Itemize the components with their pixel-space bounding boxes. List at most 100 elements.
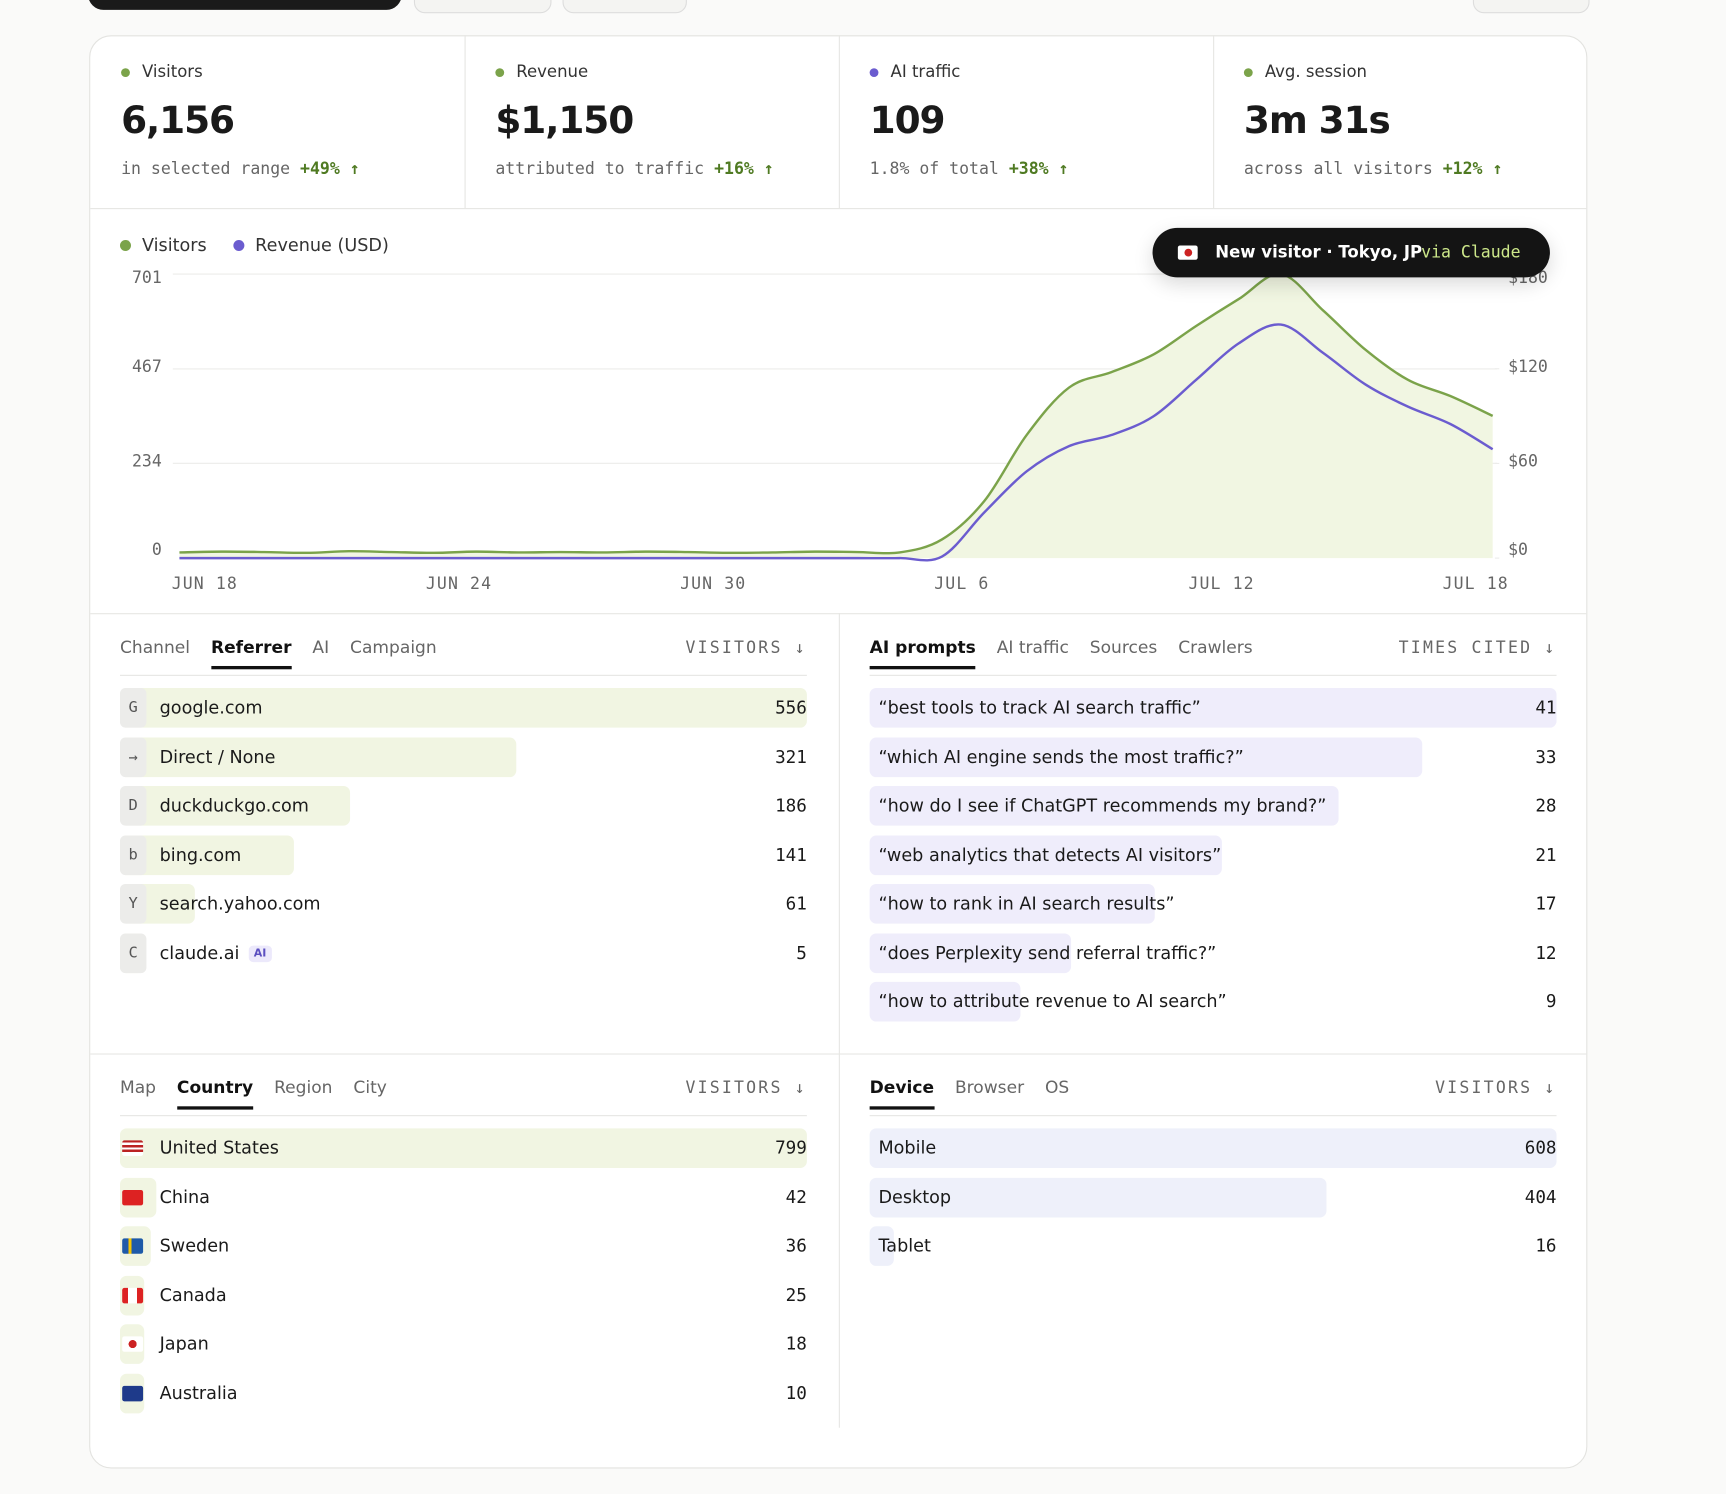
row-label-text: search.yahoo.com [159, 892, 321, 914]
flag-icon [122, 1336, 144, 1352]
legend-item: Revenue (USD) [233, 234, 389, 255]
status-dot [1243, 68, 1253, 78]
series-line [179, 323, 1494, 562]
row-value: 33 [1535, 745, 1557, 767]
row-label-text: claude.ai [159, 941, 240, 963]
column-title: VISITORS [1435, 1077, 1533, 1098]
row-value: 36 [785, 1235, 807, 1257]
source-icon: D [119, 785, 147, 826]
kpi-card: Visitors 6,156 in selected range +49% ↑ [90, 35, 466, 209]
row-label-text: “does Perplexity send referral traffic?” [878, 941, 1217, 963]
tab[interactable]: Sources [1089, 637, 1158, 658]
kpi-change: +49% [300, 158, 340, 179]
tab[interactable]: OS [1045, 1077, 1070, 1098]
row-value: 608 [1524, 1137, 1557, 1159]
row-label-text: Sweden [159, 1235, 230, 1257]
row-value: 186 [775, 794, 807, 816]
table-row: b bing.com 141 [119, 834, 807, 875]
row-label: Tablet [878, 1235, 930, 1256]
kpi-card: Revenue $1,150 attributed to traffic +16% … [465, 35, 840, 209]
x-tick-label: JUN 24 [426, 574, 492, 593]
kpi-card: Avg. session 3m 31s across all visitors +1… [1213, 35, 1587, 208]
table-row: Desktop 404 [869, 1177, 1557, 1217]
legend-label: Revenue (USD) [255, 234, 389, 256]
kpi-change: +38% [1008, 158, 1049, 179]
row-bar [869, 785, 1339, 826]
y2-tick-label: $0 [1508, 540, 1528, 559]
kpi-subtitle-text: 1.8% of total [869, 158, 999, 179]
row-label: “which AI engine sends the most traffic?… [878, 746, 1243, 767]
kpi-subtitle-text: in selected range [121, 158, 291, 179]
row-label: Japan [160, 1333, 209, 1354]
row-value: 16 [1535, 1235, 1557, 1257]
row-label: “how to attribute revenue to AI search” [878, 991, 1226, 1012]
row-value: 41 [1535, 696, 1557, 718]
row-bar [869, 1177, 1327, 1217]
table-row: “how to attribute revenue to AI search” 9 [869, 981, 1557, 1022]
legend-swatch [119, 239, 131, 251]
column-header[interactable]: TIMES CITED ↓ [1399, 637, 1557, 657]
row-value: 21 [1535, 843, 1557, 865]
kpi-value: 6,156 [121, 99, 235, 144]
y-tick-label: 701 [132, 268, 162, 287]
flag-icon [122, 1238, 144, 1254]
tab[interactable]: Country [176, 1078, 254, 1110]
tab[interactable]: Browser [954, 1077, 1025, 1098]
row-bar [869, 736, 1423, 777]
row-value: 42 [785, 1186, 807, 1208]
row-label: “how do I see if ChatGPT recommends my b… [878, 795, 1326, 816]
row-label: search.yahoo.com [160, 893, 321, 914]
row-label-text: Desktop [878, 1186, 952, 1208]
table-row: “web analytics that detects AI visitors”… [869, 834, 1557, 875]
column-header[interactable]: VISITORS ↓ [1435, 1078, 1556, 1098]
tab-bar: Map Country Region City [120, 1078, 387, 1110]
tooltip-text: New visitor · Tokyo, JP [1215, 242, 1423, 262]
table-row: China 42 [119, 1177, 807, 1217]
tab[interactable]: Map [119, 1077, 157, 1098]
tooltip: New visitor · Tokyo, JP via Claude [1152, 227, 1550, 278]
panel: Map Country Region City VISITORS ↓ United Sta… [119, 1053, 807, 1493]
column-title: VISITORS [685, 637, 783, 658]
tab[interactable]: Region [274, 1077, 333, 1098]
tab[interactable]: Referrer [210, 637, 292, 670]
flag-icon [122, 1189, 144, 1205]
row-label-text: Australia [159, 1382, 238, 1403]
tab[interactable]: AI traffic [996, 637, 1069, 658]
tab[interactable]: AI [312, 637, 330, 658]
trend-arrow: ↑ [339, 158, 360, 179]
table-row: → Direct / None 321 [119, 736, 807, 777]
row-label: google.com [160, 697, 263, 718]
y-tick-label: 0 [152, 540, 162, 559]
row-bar [119, 1128, 807, 1168]
page: Visitors Revenue (USD) 0 234 467 701 $0 $60 $12… [88, 0, 1590, 1469]
row-label: “how to rank in AI search results” [878, 893, 1174, 914]
status-dot [121, 68, 130, 78]
panel: Device Browser OS VISITORS ↓ Mobile 608 Deskto… [869, 1053, 1557, 1493]
row-value: 556 [775, 696, 807, 718]
row-label: Desktop [878, 1186, 951, 1207]
tab[interactable]: AI prompts [869, 637, 976, 670]
legend-label: Visitors [142, 234, 207, 256]
flag-icon [122, 1287, 144, 1303]
kpi-change: +16% [714, 158, 754, 179]
table-row: Tablet 16 [869, 1226, 1557, 1266]
tab[interactable]: Device [869, 1078, 935, 1110]
table-row: Australia 10 [119, 1373, 807, 1413]
table-row: “how do I see if ChatGPT recommends my b… [869, 785, 1557, 826]
range-button[interactable] [88, 0, 402, 10]
kpi-change: +12% [1442, 158, 1483, 179]
y-tick-label: 234 [132, 452, 162, 471]
column-header[interactable]: VISITORS ↓ [685, 1078, 806, 1098]
sort-arrow: ↓ [782, 1077, 807, 1098]
row-bar [869, 883, 1155, 924]
kpi-value: 3m 31s [1243, 99, 1391, 144]
row-value: 10 [785, 1382, 807, 1403]
tab[interactable]: City [353, 1077, 387, 1098]
source-icon: C [119, 932, 147, 973]
x-tick-label: JUN 30 [680, 574, 746, 593]
row-label-text: “how do I see if ChatGPT recommends my b… [878, 794, 1327, 816]
tab[interactable]: Channel [119, 637, 191, 658]
tab[interactable]: Crawlers [1178, 637, 1253, 658]
column-header[interactable]: VISITORS ↓ [685, 637, 806, 657]
tab[interactable]: Campaign [350, 637, 437, 658]
